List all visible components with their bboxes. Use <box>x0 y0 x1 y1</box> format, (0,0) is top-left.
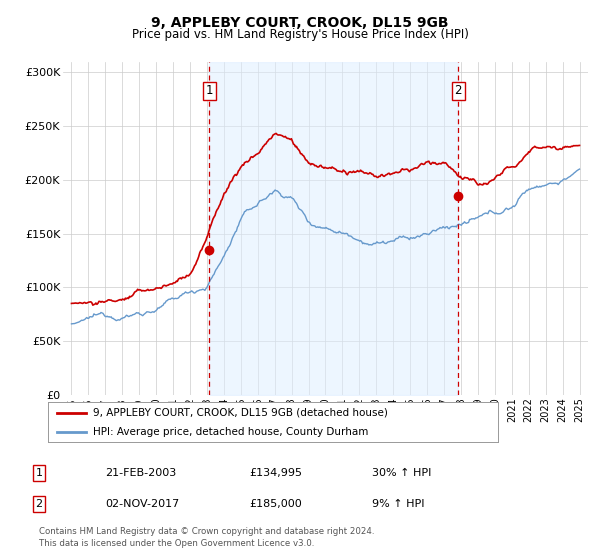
Text: 02-NOV-2017: 02-NOV-2017 <box>105 499 179 509</box>
Text: 2: 2 <box>35 499 43 509</box>
Text: 9, APPLEBY COURT, CROOK, DL15 9GB (detached house): 9, APPLEBY COURT, CROOK, DL15 9GB (detac… <box>93 408 388 418</box>
Text: HPI: Average price, detached house, County Durham: HPI: Average price, detached house, Coun… <box>93 427 368 436</box>
Text: £185,000: £185,000 <box>249 499 302 509</box>
Text: 2: 2 <box>455 84 462 97</box>
Text: 9, APPLEBY COURT, CROOK, DL15 9GB: 9, APPLEBY COURT, CROOK, DL15 9GB <box>151 16 449 30</box>
Text: 30% ↑ HPI: 30% ↑ HPI <box>372 468 431 478</box>
Text: 1: 1 <box>205 84 213 97</box>
Text: 9% ↑ HPI: 9% ↑ HPI <box>372 499 425 509</box>
Text: Price paid vs. HM Land Registry's House Price Index (HPI): Price paid vs. HM Land Registry's House … <box>131 28 469 41</box>
Text: £134,995: £134,995 <box>249 468 302 478</box>
Text: 1: 1 <box>35 468 43 478</box>
Text: 21-FEB-2003: 21-FEB-2003 <box>105 468 176 478</box>
Text: Contains HM Land Registry data © Crown copyright and database right 2024.
This d: Contains HM Land Registry data © Crown c… <box>39 527 374 548</box>
